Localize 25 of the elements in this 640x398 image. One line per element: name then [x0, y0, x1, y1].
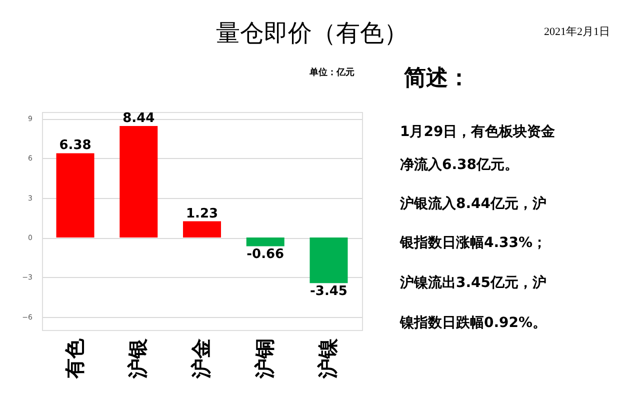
x-tick-label: 沪银 [126, 338, 150, 380]
bar [183, 221, 221, 238]
x-tick-label: 沪金 [189, 338, 213, 380]
data-label: 8.44 [122, 111, 155, 126]
text: 2021年2月1日 [544, 26, 610, 38]
x-tick-label: 有色 [62, 338, 86, 380]
x-tick-label: 沪镍 [316, 338, 340, 380]
data-label: 6.38 [59, 138, 92, 154]
text: 1月29日，有色板块资金 [400, 124, 556, 140]
text: 沪银流入8.44亿元，沪 [399, 195, 547, 212]
bar [310, 238, 348, 284]
data-label: -3.45 [310, 284, 348, 300]
data-label: 1.23 [186, 206, 218, 222]
text: 简述： [403, 66, 470, 91]
x-tick-label: 沪铜 [252, 338, 276, 380]
text: 单位：亿元 [308, 67, 354, 78]
text: 沪镍流出3.45亿元，沪 [399, 274, 547, 291]
text: 银指数日涨幅4.33%； [399, 235, 547, 251]
bar [246, 238, 284, 246]
bar [120, 126, 158, 238]
text: 净流入6.38亿元。 [400, 156, 519, 173]
chart-title: 量仓即价（有色） [216, 19, 408, 47]
text: 镍指数日跌幅0.92%。 [399, 315, 547, 331]
data-label: -0.66 [246, 247, 284, 262]
bar [56, 153, 94, 238]
